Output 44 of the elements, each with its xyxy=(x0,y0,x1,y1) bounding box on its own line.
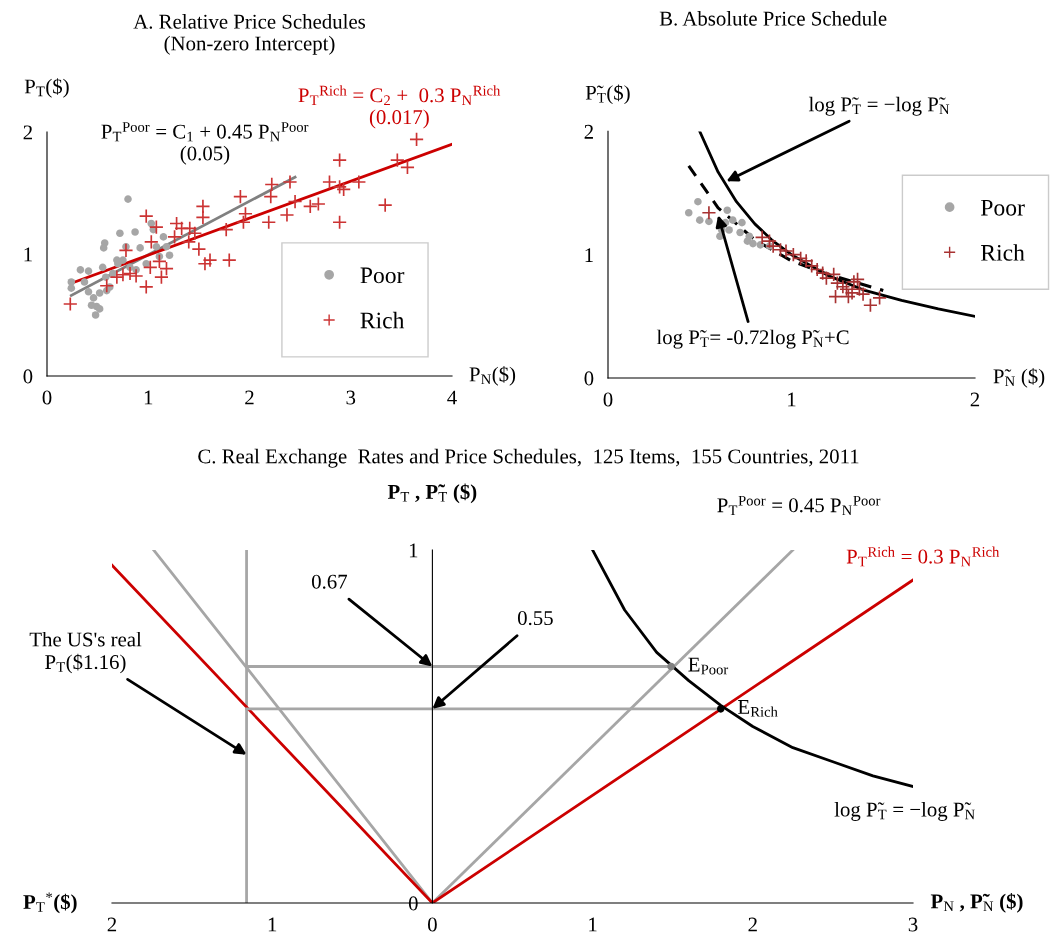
series-label: E$_{Poor}$ xyxy=(688,657,729,675)
x-tick-label: 3 xyxy=(908,917,918,932)
chart-title: B. Absolute Price Schedule xyxy=(659,10,887,26)
text: P$_{T}$$^{*}$($) xyxy=(23,892,77,914)
x-tick-label: 2 xyxy=(970,392,980,407)
x-tick-label: 2 xyxy=(748,917,757,932)
x-tick-label: 1 xyxy=(268,917,277,932)
x-axis-title: P̃$_{N}$ ($) xyxy=(993,368,1045,388)
chart-title: A. Relative Price Schedules (Non-zero Intercept) xyxy=(133,14,366,55)
x-tick-label: 3 xyxy=(346,390,356,405)
y-axis-title: P̃$_{T}$($) xyxy=(585,84,630,105)
annotation: log P̃$_{T}$ = −log P̃$_{N}$ xyxy=(808,96,950,116)
x-tick-label: 4 xyxy=(447,390,457,405)
x-tick-label: 1 xyxy=(144,390,153,405)
annotation: P$_{T}$$^{Poor}$ = 0.45 P$_{N}$$^{Poor}$ xyxy=(717,495,881,516)
annotation: 0.67 xyxy=(311,574,348,589)
x-tick-label: 1 xyxy=(788,392,796,407)
legend-label: Rich xyxy=(360,311,405,329)
series-label: E$_{Rich}$ xyxy=(738,700,778,717)
x-tick-label: 2 xyxy=(245,390,254,405)
y-axis-title: P$_{T}$ , P̃$_{T}$ ($) xyxy=(387,483,477,504)
legend-label: Poor xyxy=(980,199,1025,216)
x-axis-title: P$_{N}$($) xyxy=(469,366,516,386)
y-axis-title: P$_{T}$($) xyxy=(24,78,69,98)
annotation: The US's real P$_{T}$($1.16) xyxy=(29,631,142,674)
y-tick-label: 0 xyxy=(23,369,33,384)
y-tick-label: 1 xyxy=(24,247,32,262)
annotation: log P̃$_{T}$ = −log P̃$_{N}$ xyxy=(834,801,975,821)
annotation: log P̃$_{T}$= -0.72log P̃$_{N}$+C xyxy=(656,329,849,349)
annotation: P$_{T}$$^{Rich}$ = 0.3 P$_{N}$$^{Rich}$ xyxy=(846,546,1000,567)
x-tick-label: 0 xyxy=(427,917,437,932)
annotation: 0.55 xyxy=(517,611,553,626)
y-tick-label: 1 xyxy=(585,248,593,262)
x-tick-label: 2 xyxy=(107,917,117,932)
y-tick-label: 2 xyxy=(23,125,32,140)
chart-title: C. Real Exchange Rates and Price Schedules, 125 Items, 155 Countries, 2011 xyxy=(198,448,859,468)
x-tick-label: 0 xyxy=(42,390,52,405)
legend-label: Poor xyxy=(360,267,405,284)
x-axis-title: P$_{N}$ , P̃$_{N}$ ($) xyxy=(930,893,1023,913)
x-tick-label: 0 xyxy=(603,392,613,407)
legend-label: Rich xyxy=(980,244,1025,261)
text: P$_{T}$$^{Poor}$ = C$_{1}$ + 0.45 P$_{N}$$^{Poor}$ (0.05) xyxy=(101,122,309,165)
y-tick-label: 0 xyxy=(584,371,594,386)
y-tick-label: 2 xyxy=(584,124,593,139)
